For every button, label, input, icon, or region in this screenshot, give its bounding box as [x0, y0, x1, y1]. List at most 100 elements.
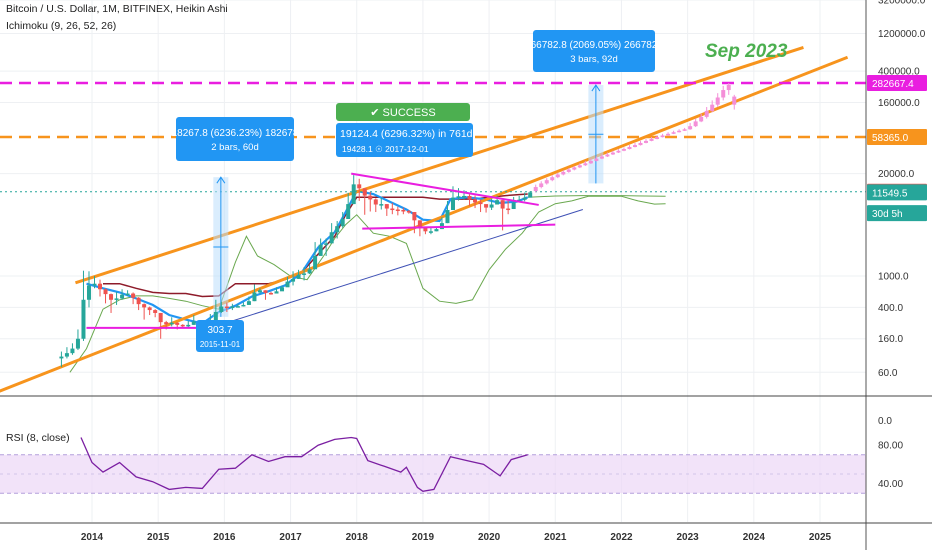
- callout-value: 19124.4 (6296.32%) in 761d: [340, 128, 473, 140]
- candle-body: [324, 243, 329, 245]
- candle: [704, 107, 709, 119]
- candle: [484, 204, 489, 213]
- candle-body: [423, 227, 428, 232]
- time-tick-label: 2019: [412, 532, 435, 543]
- callout-box: [336, 123, 473, 157]
- candle-body: [131, 293, 136, 298]
- candle: [329, 223, 334, 244]
- candle: [682, 127, 687, 131]
- price-axis-label-text: 282667.4: [872, 79, 914, 90]
- candle-body: [644, 140, 649, 143]
- candle-body: [627, 147, 632, 150]
- candle-body: [246, 301, 251, 305]
- candle-body: [544, 180, 549, 184]
- candle: [726, 83, 731, 95]
- candle-body: [329, 232, 334, 244]
- candle: [191, 315, 196, 325]
- candle: [357, 178, 362, 201]
- candle: [246, 296, 251, 305]
- candle-body: [318, 244, 323, 256]
- candle-body: [340, 219, 345, 227]
- candle-body: [280, 287, 285, 292]
- candle: [588, 158, 593, 164]
- candle: [109, 293, 114, 313]
- candle-body: [721, 90, 726, 98]
- candle-body: [456, 196, 461, 198]
- time-tick-label: 2021: [544, 532, 567, 543]
- candle: [224, 302, 229, 312]
- candle: [544, 178, 549, 185]
- candle-body: [136, 297, 141, 305]
- candle-body: [307, 269, 312, 274]
- candle-body: [180, 324, 185, 327]
- candle-body: [368, 195, 373, 200]
- candle: [125, 290, 130, 296]
- candle-body: [81, 299, 86, 339]
- price-tick-label: 400.0: [878, 303, 903, 314]
- candle: [379, 197, 384, 210]
- candle: [384, 204, 389, 216]
- candle: [291, 271, 296, 286]
- candle-body: [677, 130, 682, 133]
- measure-arrow-head: [216, 176, 226, 184]
- candle: [296, 269, 301, 279]
- candle-body: [682, 129, 687, 131]
- ichimoku-conversion-line: [86, 189, 529, 325]
- callout-box: [533, 30, 655, 72]
- candle: [324, 238, 329, 256]
- candle-body: [434, 229, 439, 232]
- candle: [533, 184, 538, 193]
- candle: [180, 324, 185, 328]
- rsi-line: [80, 436, 528, 492]
- price-axis-label-bg: [867, 75, 927, 92]
- candle-body: [125, 293, 130, 296]
- candle-body: [395, 209, 400, 212]
- candle: [594, 156, 599, 162]
- candle-body: [291, 278, 296, 282]
- candle: [577, 163, 582, 169]
- candle: [268, 291, 273, 295]
- candle-body: [224, 306, 229, 309]
- candle: [638, 140, 643, 146]
- candle-body: [158, 312, 163, 323]
- candle-body: [621, 149, 626, 151]
- price-axis-label: 58365.0: [867, 128, 927, 145]
- candle: [213, 299, 218, 323]
- price-axis-label-bg: [867, 128, 927, 145]
- candle-body: [577, 165, 582, 168]
- channel-upper-line: [74, 45, 804, 285]
- candle: [715, 93, 720, 108]
- candle-body: [666, 133, 671, 136]
- candle: [473, 195, 478, 209]
- price-axis-label-text: 30d 5h: [872, 209, 903, 220]
- candle: [351, 175, 356, 205]
- candle: [467, 194, 472, 206]
- price-axis-label: 30d 5h: [867, 205, 927, 222]
- candle-body: [351, 184, 356, 205]
- candle-body: [164, 322, 169, 325]
- time-tick-label: 2016: [213, 532, 236, 543]
- candle-body: [406, 210, 411, 213]
- candle: [373, 198, 378, 213]
- callout-detail: 3 bars, 92d: [570, 54, 618, 65]
- candle: [732, 94, 737, 110]
- candle: [70, 343, 75, 355]
- candle: [721, 85, 726, 101]
- callout-box: [196, 320, 244, 352]
- candle: [566, 168, 571, 173]
- candle: [666, 132, 671, 136]
- candle: [252, 284, 257, 302]
- candle: [186, 320, 191, 328]
- measure-arrow-head: [591, 84, 601, 92]
- candle: [368, 191, 373, 212]
- candle-body: [373, 199, 378, 205]
- candle-body: [401, 209, 406, 212]
- candle: [230, 303, 235, 311]
- candle: [627, 145, 632, 150]
- candle-body: [346, 204, 351, 220]
- candle-body: [252, 292, 257, 302]
- candle-body: [484, 204, 489, 208]
- candle-body: [649, 138, 654, 141]
- candle-body: [384, 204, 389, 209]
